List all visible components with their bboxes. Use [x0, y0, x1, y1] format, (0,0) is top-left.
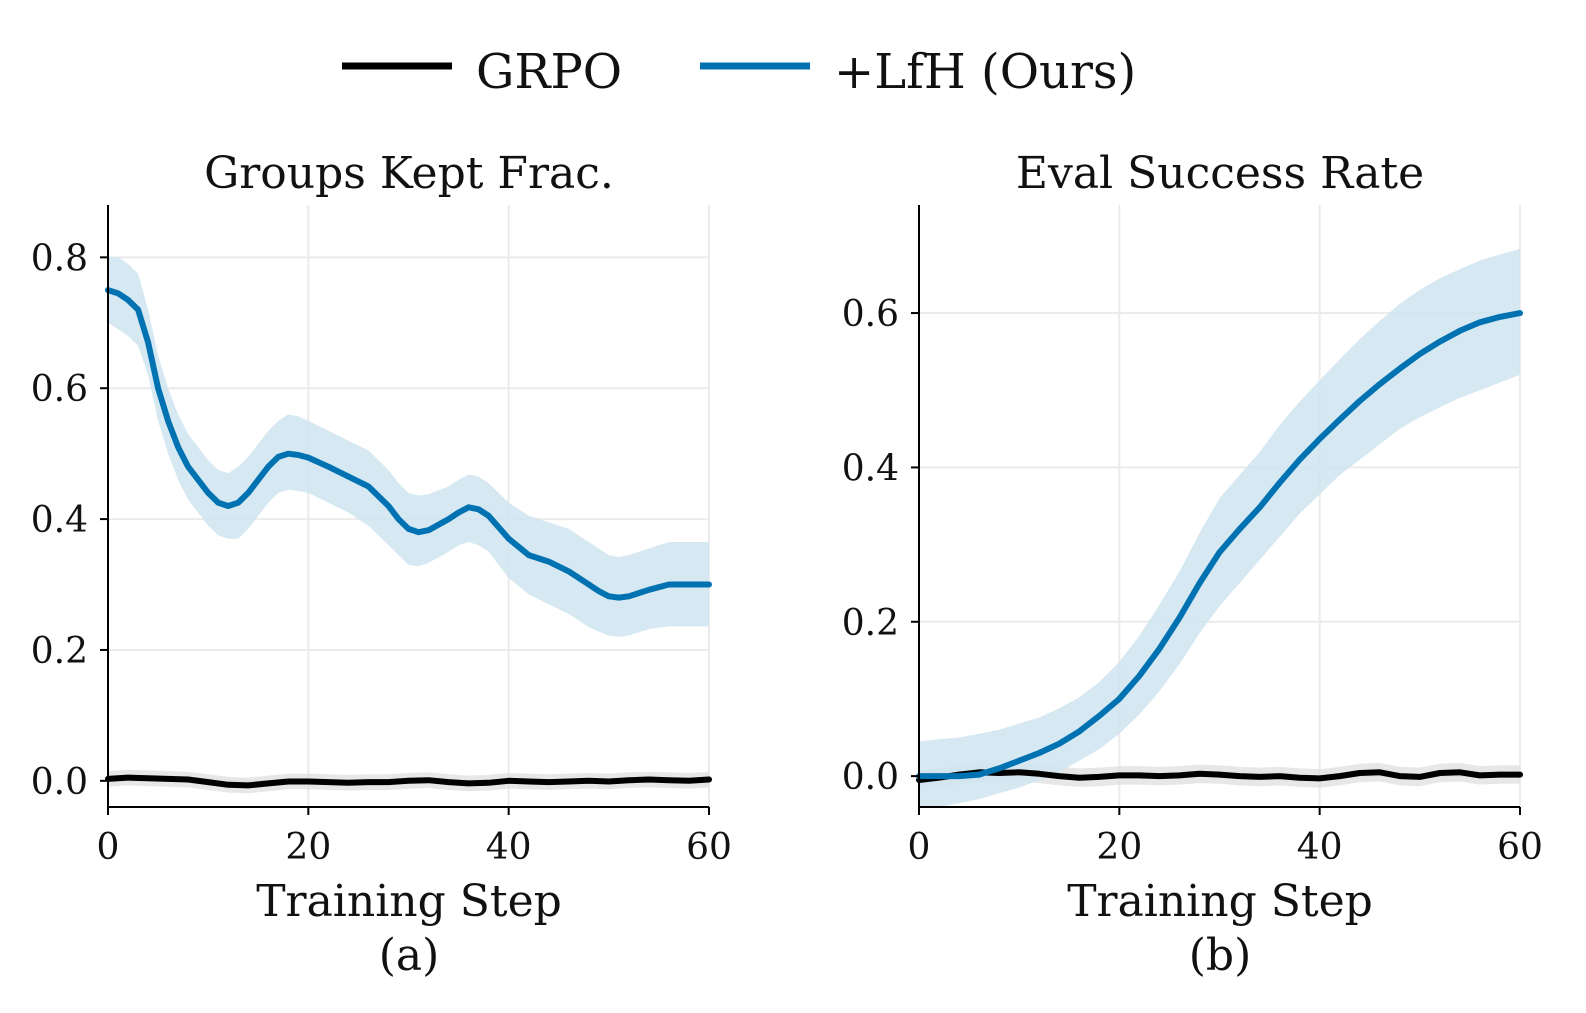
panel-a-xlabel: Training Step	[256, 876, 562, 927]
panel-b-ytick-label-2: 0.4	[842, 448, 899, 489]
panel-b-bands	[919, 249, 1520, 807]
legend-label-lfh: +LfH (Ours)	[834, 44, 1136, 100]
panel-a-xtick-label-1: 20	[285, 827, 331, 868]
panel-b-caption: (b)	[1189, 930, 1252, 981]
panel-a: Groups Kept Frac. 0 20 40 60 0.00.20.40.60.…	[31, 148, 732, 981]
panel-b: Eval Success Rate 0 20 40 60 0.0 0.2 0.4 0.6 T…	[842, 148, 1543, 981]
panel-b-xtick-label-3: 60	[1497, 827, 1543, 868]
panel-b-xticks: 0 20 40 60	[908, 807, 1543, 868]
panel-a-xticks: 0 20 40 60	[97, 807, 732, 868]
panel-a-line-lfh	[105, 287, 712, 601]
panel-a-band-lfh	[108, 257, 709, 637]
panel-b-xtick-label-2: 40	[1297, 827, 1343, 868]
legend-label-grpo: GRPO	[476, 44, 622, 100]
panel-a-line-grpo	[105, 774, 712, 789]
legend: GRPO +LfH (Ours)	[342, 44, 1136, 100]
panel-a-axes	[107, 205, 709, 808]
panel-a-ytick-label-4: 0.8	[31, 238, 88, 279]
panel-b-band-lfh	[919, 249, 1520, 807]
panel-a-yticks: 0.0 0.2 0.4 0.6 0.8	[31, 238, 108, 803]
panel-b-ytick-label-0: 0.0	[842, 757, 899, 798]
panel-b-ytick-label-3: 0.6	[842, 294, 899, 335]
panel-b-xlabel: Training Step	[1067, 876, 1373, 927]
panel-b-line-grpo	[916, 769, 1523, 783]
panel-a-lines	[105, 287, 712, 789]
panel-b-axes	[918, 205, 1520, 808]
panel-a-xtick-label-3: 60	[686, 827, 732, 868]
panel-a-title: Groups Kept Frac.	[204, 148, 614, 199]
panel-a-ytick-label-1: 0.2	[31, 631, 88, 672]
panel-b-title: Eval Success Rate	[1016, 148, 1424, 199]
panel-a-ytick-label-0: 0.0	[31, 762, 88, 803]
panel-b-ytick-label-1: 0.2	[842, 603, 899, 644]
panel-b-yticks: 0.0 0.2 0.4 0.6	[842, 294, 919, 798]
panel-b-xtick-label-0: 0	[908, 827, 931, 868]
panel-a-ytick-label-3: 0.6	[31, 369, 88, 410]
panel-a-xtick-label-0: 0	[97, 827, 120, 868]
panel-a-caption: (a)	[379, 930, 440, 981]
panel-a-ytick-label-2: 0.4	[31, 500, 88, 541]
panel-b-lines	[916, 310, 1523, 783]
panel-b-line-lfh	[916, 310, 1523, 780]
panel-a-xtick-label-2: 40	[486, 827, 532, 868]
panel-b-xtick-label-1: 20	[1096, 827, 1142, 868]
